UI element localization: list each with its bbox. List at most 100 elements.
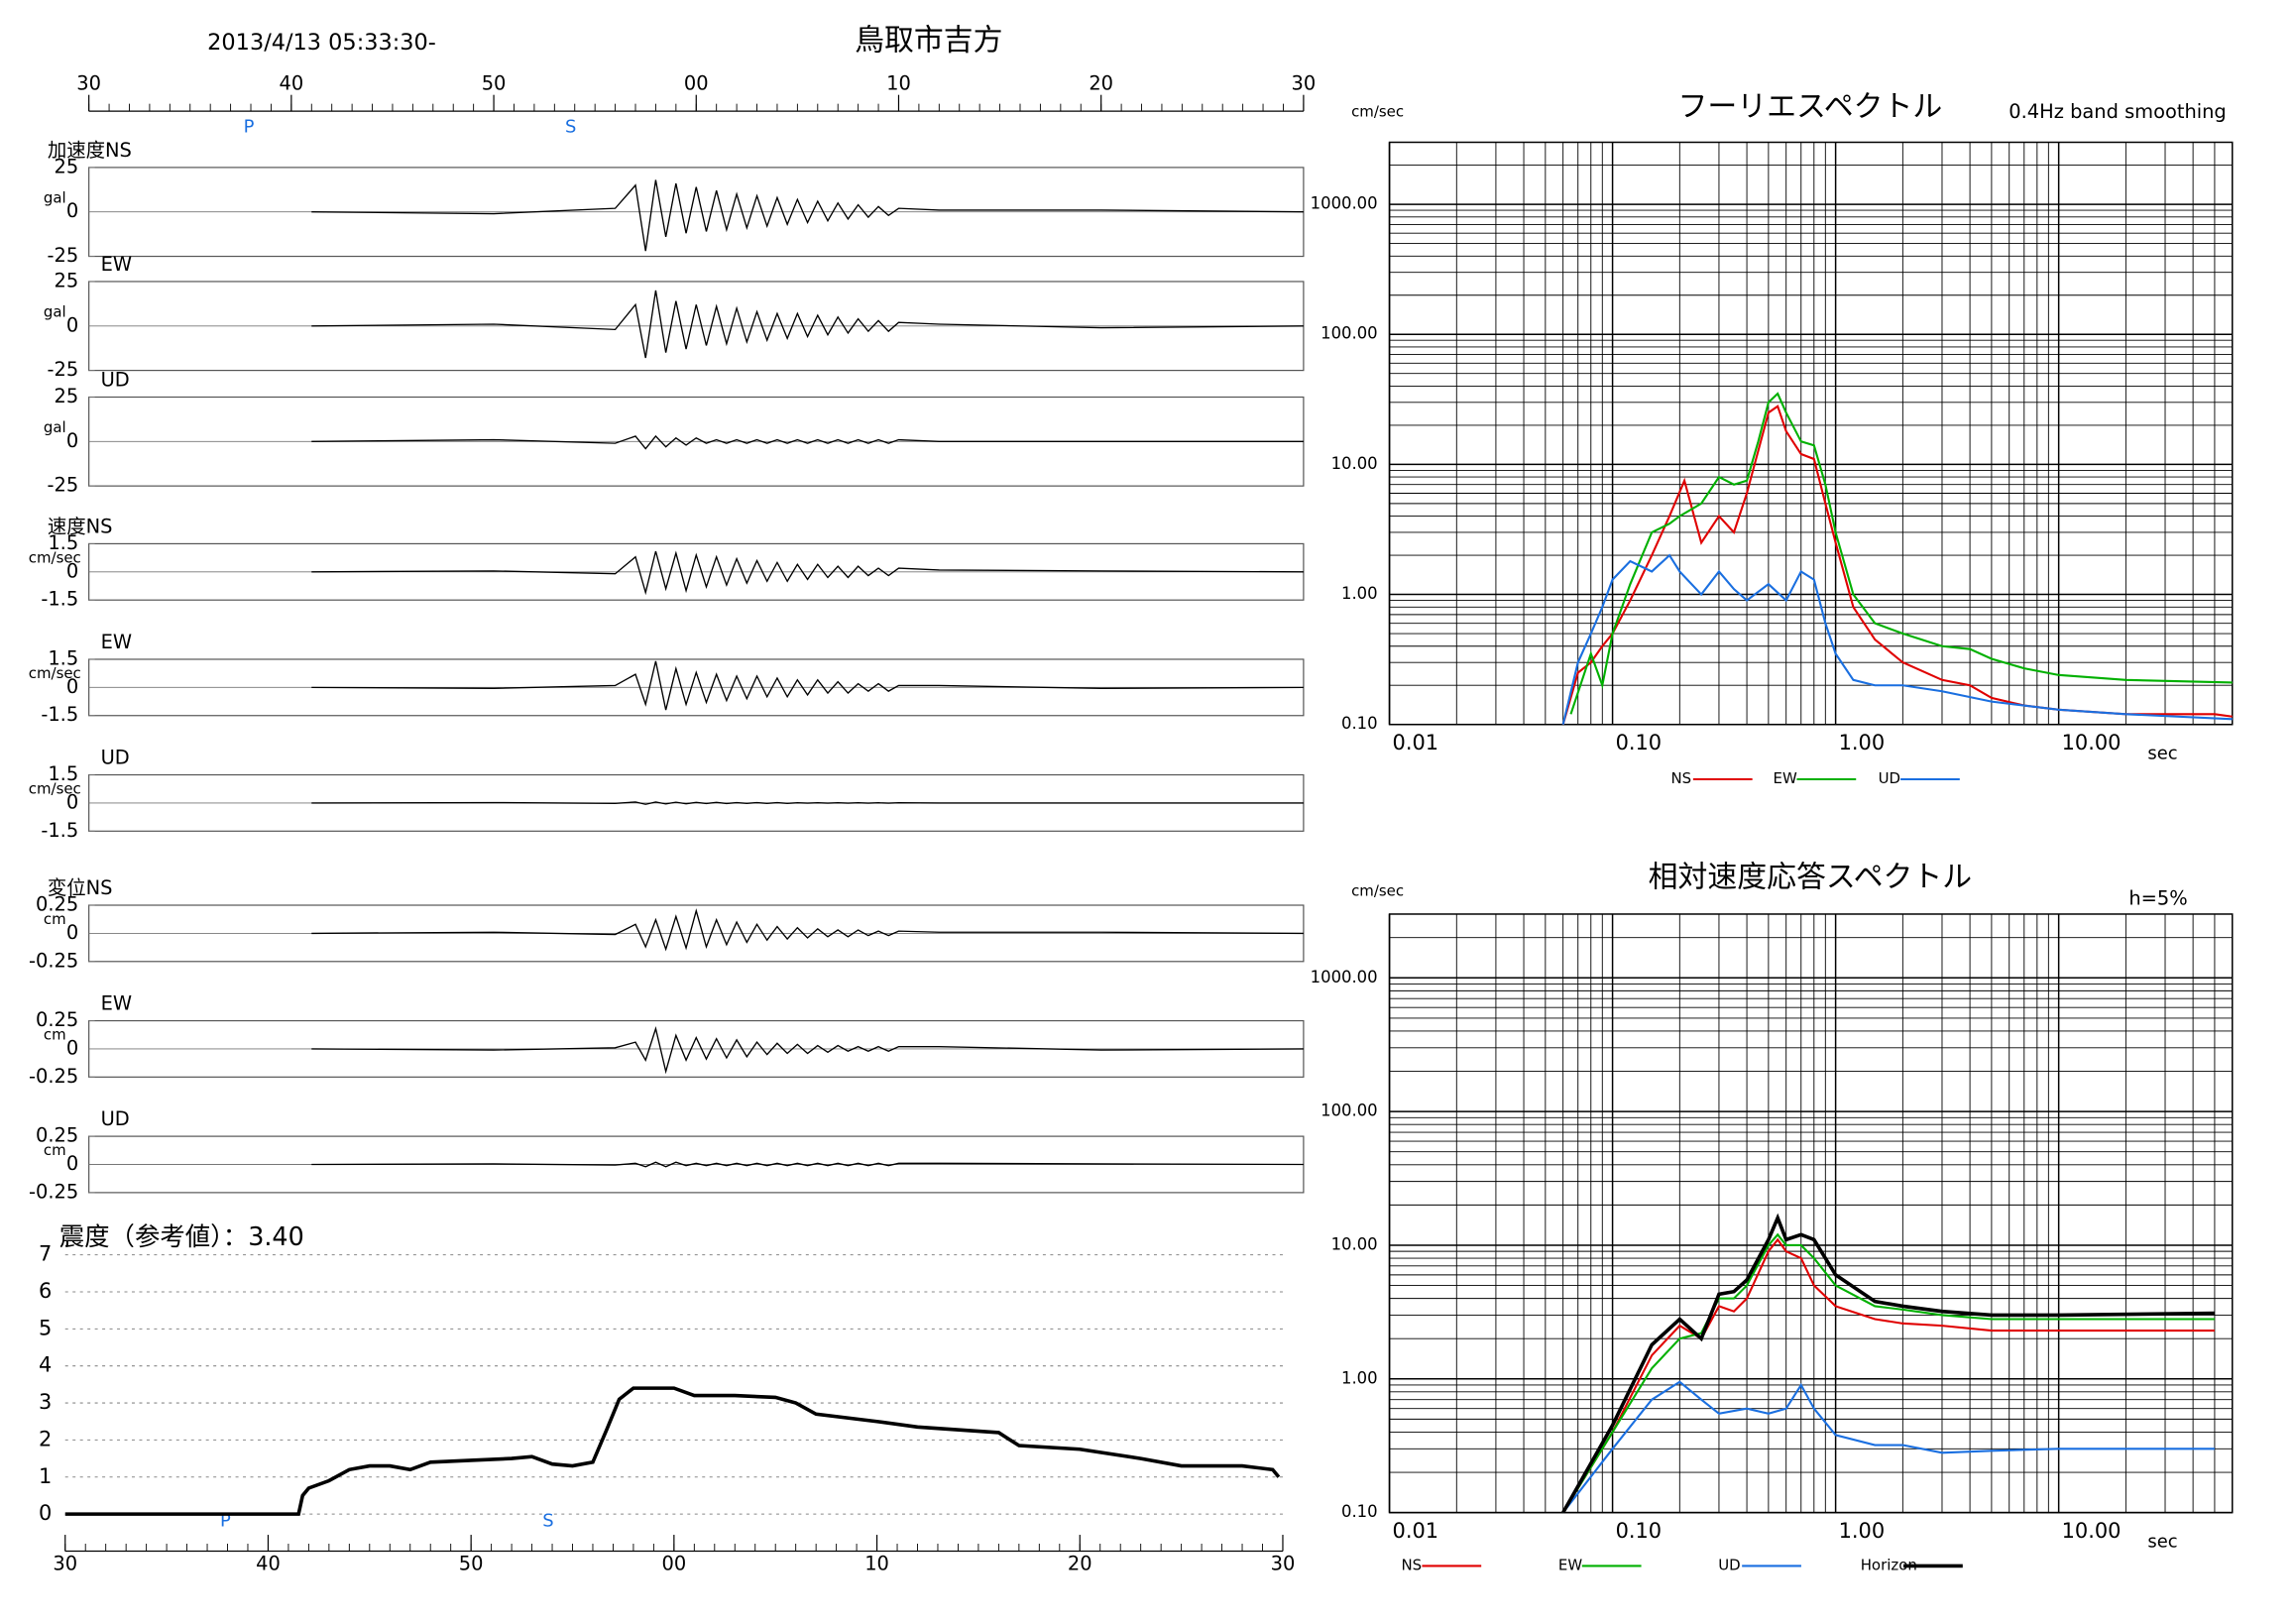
plot-frame <box>1388 141 2234 726</box>
legend-label: NS <box>1670 769 1691 787</box>
x-tick-label: 50 <box>459 1552 484 1574</box>
spectrum-line <box>1561 405 2233 726</box>
chart-title: フーリエスペクトル <box>1678 90 1943 125</box>
panel-title: UD <box>101 747 130 769</box>
panel-title: 速度NS <box>48 515 113 537</box>
y-tick-label: 0 <box>66 790 78 813</box>
panel-title: EW <box>101 992 132 1015</box>
y-tick-label: 1.00 <box>1341 1368 1378 1387</box>
y-tick-label: 0.10 <box>1341 1502 1378 1521</box>
y-tick-label: -0.25 <box>29 1180 78 1203</box>
y-tick-label: 1.5 <box>48 531 78 554</box>
y-tick-label: 10.00 <box>1331 1234 1378 1253</box>
y-tick-label: -1.5 <box>41 819 78 842</box>
y-tick-label: 0 <box>66 429 78 452</box>
spectrum-line <box>1561 1213 2215 1514</box>
panel-title: UD <box>101 1107 130 1130</box>
legend-label: NS <box>1402 1556 1423 1573</box>
y-tick-label: 7 <box>39 1242 52 1266</box>
y-unit: cm/sec <box>1351 103 1404 121</box>
x-tick-label: 40 <box>280 72 304 95</box>
y-tick-label: 100.00 <box>1320 324 1377 343</box>
y-tick-label: 100.00 <box>1320 1101 1377 1120</box>
waveform-trace <box>311 660 1304 711</box>
plot-frame <box>1388 913 2234 1514</box>
panel-title: 変位NS <box>48 876 113 899</box>
panel-title: EW <box>101 631 132 653</box>
waveform-trace <box>311 1161 1304 1168</box>
y-tick-label: 25 <box>54 385 78 407</box>
x-tick-label: 00 <box>662 1552 687 1574</box>
unit-label: gal <box>44 188 66 206</box>
phase-marker: P <box>220 1511 231 1532</box>
y-tick-label: 1.5 <box>48 646 78 669</box>
x-tick-label: 0.10 <box>1616 731 1663 754</box>
panel-title: 加速度NS <box>48 139 132 162</box>
y-tick-label: 0.10 <box>1341 714 1378 733</box>
legend-label: EW <box>1558 1556 1582 1573</box>
y-tick-label: 5 <box>39 1316 52 1339</box>
unit-label: gal <box>44 418 66 436</box>
chart-title: 鳥取市吉方 <box>855 23 1002 58</box>
x-tick-label: 0.01 <box>1393 1519 1439 1543</box>
spectrum-line <box>1561 1232 2215 1514</box>
panel-title: UD <box>101 369 130 392</box>
y-tick-label: 6 <box>39 1279 52 1303</box>
chart-subtitle: 0.4Hz band smoothing <box>2009 100 2227 123</box>
spectrum-line <box>1561 1237 2215 1514</box>
y-tick-label: 0 <box>66 1152 78 1175</box>
y-tick-label: 0.25 <box>36 893 78 916</box>
unit-label: cm <box>44 1025 66 1043</box>
y-tick-label: 0 <box>66 313 78 336</box>
y-tick-label: 0 <box>66 675 78 698</box>
y-tick-label: -25 <box>47 358 78 381</box>
unit-label: cm/sec <box>29 664 81 682</box>
waveform-trace <box>311 434 1304 450</box>
x-tick-label: 30 <box>76 72 101 95</box>
y-tick-label: 2 <box>39 1427 52 1450</box>
waveform-trace <box>311 801 1304 805</box>
x-tick-label: 00 <box>684 72 709 95</box>
x-tick-label: 10.00 <box>2062 731 2122 754</box>
y-unit: cm/sec <box>1351 882 1404 900</box>
x-tick-label: 10 <box>886 72 911 95</box>
y-tick-label: 25 <box>54 155 78 177</box>
y-tick-label: 3 <box>39 1390 52 1414</box>
y-tick-label: 0 <box>66 921 78 944</box>
x-tick-label: 40 <box>256 1552 281 1574</box>
y-tick-label: 0 <box>66 559 78 582</box>
waveform-trace <box>311 179 1304 252</box>
legend-label: UD <box>1718 1556 1740 1573</box>
chart-subtitle: 2013/4/13 05:33:30- <box>207 30 436 56</box>
chart-title: 相対速度応答スペクトル <box>1649 861 1973 895</box>
x-tick-label: 30 <box>1292 72 1317 95</box>
unit-label: gal <box>44 302 66 320</box>
phase-marker: S <box>565 117 576 138</box>
spectrum-line <box>1569 392 2233 715</box>
legend-label: EW <box>1774 769 1797 787</box>
x-tick-label: 0.10 <box>1616 1519 1663 1543</box>
x-tick-label: 20 <box>1089 72 1113 95</box>
phase-marker: P <box>244 117 255 138</box>
x-tick-label: 1.00 <box>1839 1519 1886 1543</box>
x-tick-label: 30 <box>53 1552 77 1574</box>
x-tick-label: 10 <box>864 1552 889 1574</box>
x-tick-label: 50 <box>482 72 507 95</box>
y-tick-label: 0 <box>66 199 78 222</box>
y-tick-label: 0.25 <box>36 1008 78 1031</box>
unit-label: cm/sec <box>29 548 81 566</box>
unit-label: cm <box>44 910 66 928</box>
y-tick-label: 1.5 <box>48 762 78 785</box>
x-tick-label: 30 <box>1271 1552 1296 1574</box>
unit-label: cm/sec <box>29 779 81 797</box>
x-axis-label: sec <box>2147 744 2177 764</box>
x-tick-label: 0.01 <box>1393 731 1439 754</box>
y-tick-label: -0.25 <box>29 949 78 972</box>
y-tick-label: 1000.00 <box>1311 194 1378 213</box>
waveform-trace <box>311 550 1304 596</box>
x-tick-label: 20 <box>1068 1552 1092 1574</box>
y-tick-label: 1.00 <box>1341 584 1378 603</box>
panel-title: EW <box>101 253 132 276</box>
spectrum-line <box>1561 1380 2215 1514</box>
